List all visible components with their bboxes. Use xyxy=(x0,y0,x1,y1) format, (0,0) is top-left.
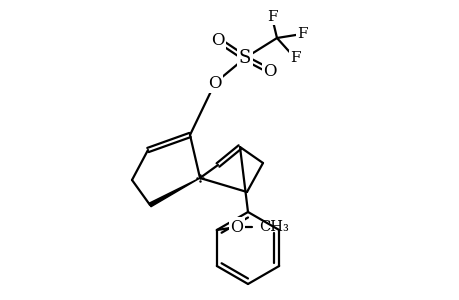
Polygon shape xyxy=(149,178,200,207)
Text: O: O xyxy=(211,32,224,49)
Text: F: F xyxy=(266,10,277,24)
Text: O: O xyxy=(263,62,276,80)
Text: O: O xyxy=(230,218,243,236)
Text: CH₃: CH₃ xyxy=(258,220,288,234)
Text: F: F xyxy=(296,27,307,41)
Text: O: O xyxy=(208,74,221,92)
Text: F: F xyxy=(289,51,300,65)
Text: S: S xyxy=(238,49,251,67)
